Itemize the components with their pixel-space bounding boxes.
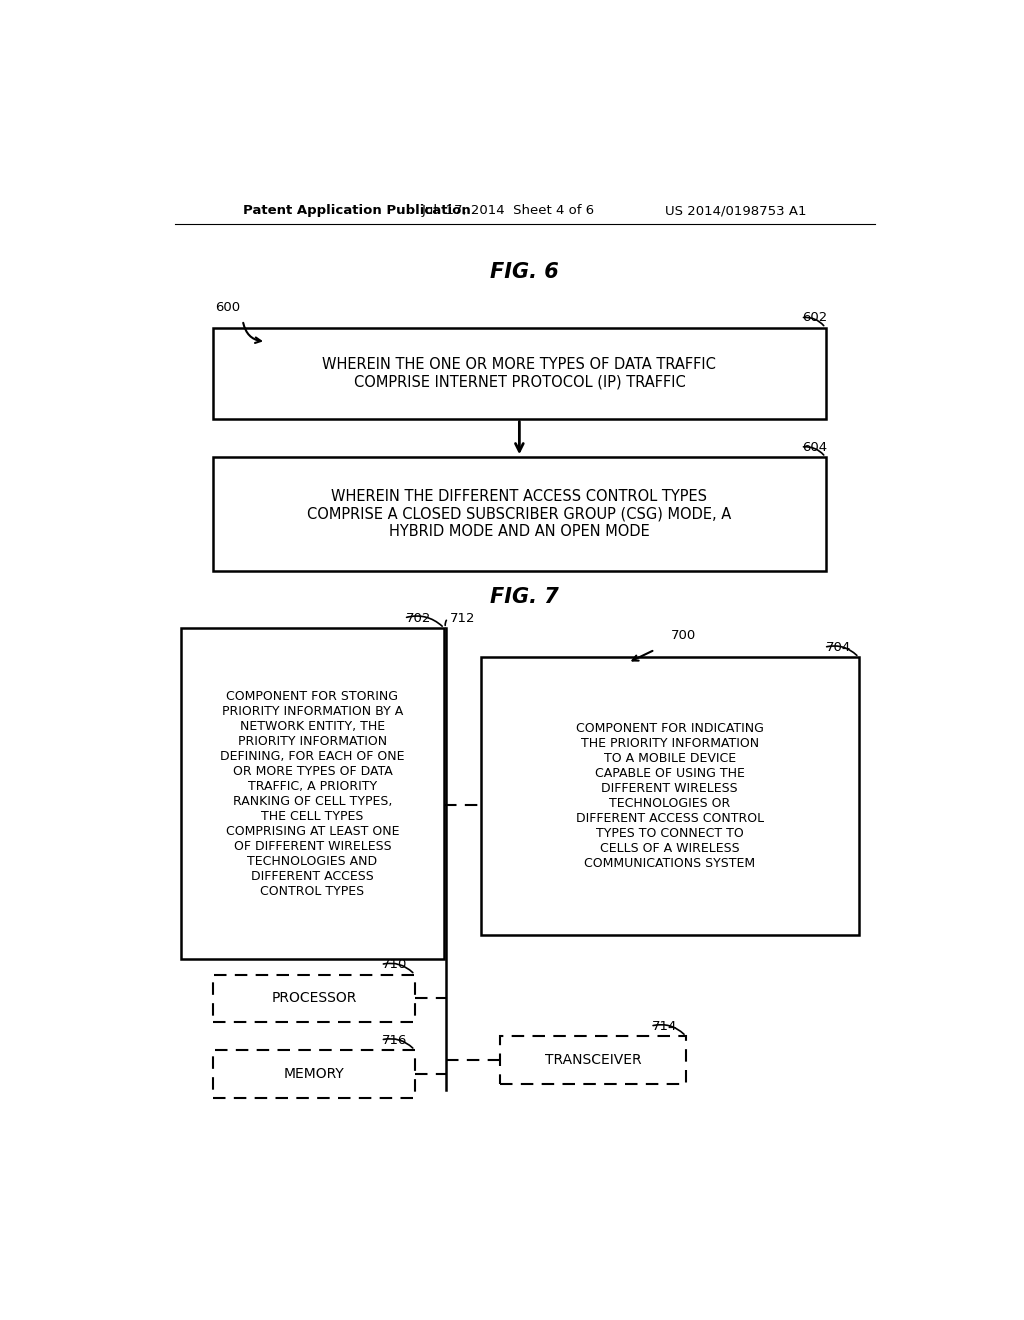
Text: Patent Application Publication: Patent Application Publication bbox=[243, 205, 470, 218]
Bar bbox=[480, 657, 859, 935]
Bar bbox=[500, 1036, 686, 1084]
Text: 712: 712 bbox=[450, 611, 475, 624]
Bar bbox=[180, 628, 444, 960]
Text: FIG. 7: FIG. 7 bbox=[490, 587, 559, 607]
Text: 700: 700 bbox=[671, 630, 695, 643]
Text: TRANSCEIVER: TRANSCEIVER bbox=[545, 1053, 641, 1067]
Text: 710: 710 bbox=[382, 958, 408, 972]
Text: 602: 602 bbox=[802, 312, 827, 325]
Text: 716: 716 bbox=[382, 1034, 408, 1047]
Text: PROCESSOR: PROCESSOR bbox=[271, 991, 356, 1006]
Text: COMPONENT FOR INDICATING
THE PRIORITY INFORMATION
TO A MOBILE DEVICE
CAPABLE OF : COMPONENT FOR INDICATING THE PRIORITY IN… bbox=[575, 722, 764, 870]
Text: WHEREIN THE DIFFERENT ACCESS CONTROL TYPES
COMPRISE A CLOSED SUBSCRIBER GROUP (C: WHEREIN THE DIFFERENT ACCESS CONTROL TYP… bbox=[307, 490, 731, 539]
Text: 600: 600 bbox=[215, 301, 240, 314]
Bar bbox=[213, 327, 825, 418]
Bar bbox=[213, 1051, 415, 1098]
Text: COMPONENT FOR STORING
PRIORITY INFORMATION BY A
NETWORK ENTITY, THE
PRIORITY INF: COMPONENT FOR STORING PRIORITY INFORMATI… bbox=[220, 689, 404, 898]
Text: 604: 604 bbox=[802, 441, 827, 454]
Text: 704: 704 bbox=[825, 640, 851, 653]
Text: Jul. 17, 2014  Sheet 4 of 6: Jul. 17, 2014 Sheet 4 of 6 bbox=[421, 205, 594, 218]
Text: FIG. 6: FIG. 6 bbox=[490, 263, 559, 282]
Text: WHEREIN THE ONE OR MORE TYPES OF DATA TRAFFIC
COMPRISE INTERNET PROTOCOL (IP) TR: WHEREIN THE ONE OR MORE TYPES OF DATA TR… bbox=[323, 356, 717, 389]
Bar bbox=[213, 974, 415, 1022]
Text: MEMORY: MEMORY bbox=[284, 1067, 344, 1081]
Bar bbox=[213, 457, 825, 572]
Text: US 2014/0198753 A1: US 2014/0198753 A1 bbox=[666, 205, 807, 218]
Text: 714: 714 bbox=[652, 1019, 677, 1032]
Text: 702: 702 bbox=[406, 611, 431, 624]
